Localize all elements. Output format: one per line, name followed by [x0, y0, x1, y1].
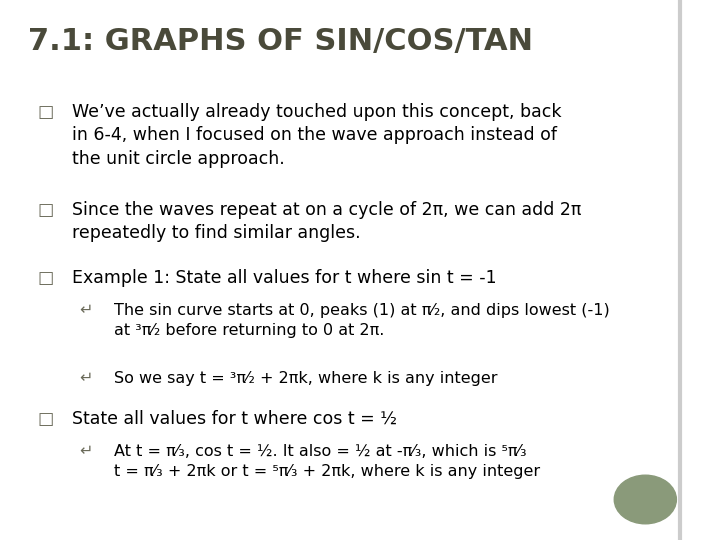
Text: □: □ [38, 103, 54, 120]
Text: The sin curve starts at 0, peaks (1) at π⁄₂, and dips lowest (-1)
at ³π⁄₂ before: The sin curve starts at 0, peaks (1) at … [114, 303, 610, 338]
Text: Since the waves repeat at on a cycle of 2π, we can add 2π
repeatedly to find sim: Since the waves repeat at on a cycle of … [73, 200, 582, 242]
Text: We’ve actually already touched upon this concept, back
in 6-4, when I focused on: We’ve actually already touched upon this… [73, 103, 562, 168]
Text: Example 1: State all values for t where sin t = -1: Example 1: State all values for t where … [73, 269, 497, 287]
Text: At t = π⁄₃, cos t = ½. It also = ½ at -π⁄₃, which is ⁵π⁄₃
t = π⁄₃ + 2πk or t = ⁵: At t = π⁄₃, cos t = ½. It also = ½ at -π… [114, 444, 540, 479]
Text: ↵: ↵ [79, 444, 93, 459]
Text: □: □ [38, 410, 54, 428]
Text: □: □ [38, 200, 54, 219]
Text: ↵: ↵ [79, 372, 93, 387]
Circle shape [614, 475, 676, 524]
Text: □: □ [38, 269, 54, 287]
Text: ↵: ↵ [79, 303, 93, 318]
Text: 7.1: GRAPHS OF SIN/COS/TAN: 7.1: GRAPHS OF SIN/COS/TAN [27, 27, 533, 56]
Text: State all values for t where cos t = ½: State all values for t where cos t = ½ [73, 410, 397, 428]
Text: So we say t = ³π⁄₂ + 2πk, where k is any integer: So we say t = ³π⁄₂ + 2πk, where k is any… [114, 372, 498, 387]
